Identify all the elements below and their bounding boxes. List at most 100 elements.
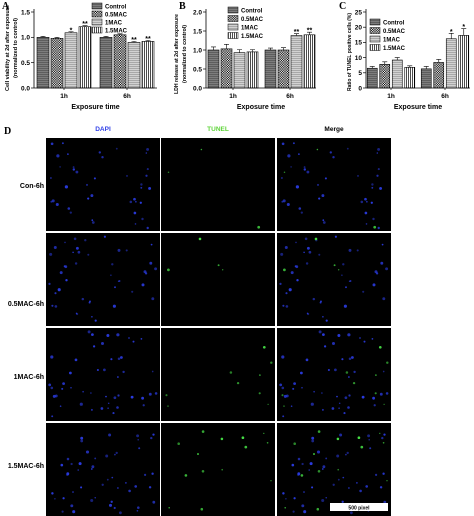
tunel-dot	[229, 371, 233, 374]
error-bar-0-5mac-6h	[281, 47, 286, 50]
bar-control-6h	[420, 68, 432, 89]
tunel-dot	[222, 269, 224, 271]
nucleus-dot	[118, 511, 122, 515]
nucleus-dot	[290, 271, 294, 275]
micrograph-merge-1-5mac-6h	[277, 423, 391, 516]
y-tick-label: 2.0	[193, 9, 202, 16]
nucleus-dot	[336, 454, 340, 458]
micrograph-tunel-0-5mac-6h	[161, 233, 275, 326]
nucleus-dot	[75, 312, 79, 316]
nucleus-dot	[374, 473, 378, 477]
significance-mark: *	[462, 24, 465, 31]
micrograph-background	[161, 233, 275, 326]
nucleus-dot	[116, 333, 120, 337]
nucleus-dot	[140, 338, 143, 340]
tunel-dot	[314, 237, 318, 241]
nucleus-dot	[133, 197, 136, 201]
nucleus-dot	[72, 491, 74, 493]
nucleus-dot	[365, 485, 369, 488]
nucleus-dot	[356, 482, 358, 484]
nucleus-dot	[146, 226, 149, 230]
scale-bar-label: 500 pixel	[348, 506, 370, 512]
nucleus-dot	[49, 252, 53, 256]
nucleus-dot	[67, 207, 71, 210]
nucleus-dot	[141, 217, 144, 221]
micrograph-background	[277, 233, 391, 326]
nucleus-dot	[368, 439, 370, 441]
nucleus-dot	[377, 147, 381, 151]
legend-swatch-1mac	[91, 18, 103, 26]
nucleus-dot	[61, 142, 64, 145]
error-bar-1mac-1h	[394, 57, 400, 61]
nucleus-dot	[148, 186, 152, 190]
nucleus-dot	[279, 282, 282, 286]
nucleus-dot	[377, 168, 380, 171]
nucleus-dot	[81, 297, 85, 301]
nucleus-dot	[296, 279, 299, 282]
nucleus-dot	[107, 402, 110, 405]
nucleus-dot	[122, 370, 125, 374]
micrograph-tunel-1-5mac-6h	[161, 423, 275, 516]
legend-swatch-0-5mac	[369, 27, 381, 34]
micrograph-background	[161, 328, 275, 421]
nucleus-dot	[301, 504, 305, 508]
nucleus-dot	[133, 211, 137, 215]
nucleus-dot	[346, 451, 349, 455]
nucleus-dot	[351, 356, 354, 359]
row-label-con-6h: Con-6h	[20, 183, 44, 190]
significance-mark: **	[145, 36, 151, 43]
nucleus-dot	[298, 207, 302, 210]
tunel-dot	[283, 268, 286, 272]
tunel-dot	[184, 474, 188, 477]
nucleus-dot	[113, 396, 117, 400]
nucleus-dot	[321, 194, 325, 198]
tunel-dot	[200, 507, 204, 511]
nucleus-dot	[376, 174, 379, 177]
error-bar-1mac-6h	[131, 41, 137, 43]
nucleus-dot	[304, 237, 308, 241]
nucleus-dot	[353, 370, 356, 374]
micrograph-dapi-0-5mac-6h	[46, 233, 160, 326]
y-axis-title: (normalized to control)	[13, 18, 19, 78]
tunel-dot	[244, 445, 248, 449]
tunel-dot	[281, 394, 284, 397]
nucleus-dot	[117, 248, 121, 252]
nucleus-dot	[382, 297, 386, 301]
nucleus-dot	[154, 267, 158, 271]
nucleus-dot	[324, 177, 327, 180]
nucleus-dot	[128, 337, 130, 339]
error-bar-0-5mac-1h	[224, 44, 229, 49]
bar-0-5mac-6h	[433, 62, 445, 89]
nucleus-dot	[332, 483, 335, 486]
nucleus-dot	[342, 263, 345, 266]
nucleus-dot	[370, 201, 373, 204]
y-axis-title: Ratio of TUNEL positive cells (%)	[347, 13, 353, 91]
y-tick-label: 25	[355, 9, 363, 16]
nucleus-dot	[66, 473, 69, 476]
nucleus-dot	[70, 386, 72, 389]
nucleus-dot	[116, 376, 119, 378]
nucleus-dot	[379, 392, 383, 396]
nucleus-dot	[111, 476, 114, 479]
nucleus-dot	[297, 473, 300, 476]
nucleus-dot	[293, 497, 296, 500]
nucleus-dot	[377, 226, 380, 230]
nucleus-dot	[374, 270, 378, 274]
nucleus-dot	[134, 485, 138, 488]
micrograph-merge-0-5mac-6h	[277, 233, 391, 326]
nucleus-dot	[313, 390, 315, 393]
nucleus-dot	[286, 202, 290, 207]
tunel-dot	[373, 225, 377, 229]
nucleus-dot	[343, 304, 347, 308]
error-bar-1-5mac-1h	[407, 65, 413, 68]
nucleus-dot	[359, 337, 361, 339]
error-bar-control-1h	[40, 36, 46, 38]
tunel-dot	[201, 470, 205, 473]
tunel-dot	[267, 403, 269, 406]
y-axis-title: Cell viability at 2d after exposure	[5, 5, 11, 91]
nucleus-dot	[301, 462, 304, 466]
nucleus-dot	[116, 406, 119, 409]
nucleus-dot	[325, 457, 328, 460]
nucleus-dot	[303, 251, 305, 254]
legend-label: Control	[383, 21, 405, 27]
